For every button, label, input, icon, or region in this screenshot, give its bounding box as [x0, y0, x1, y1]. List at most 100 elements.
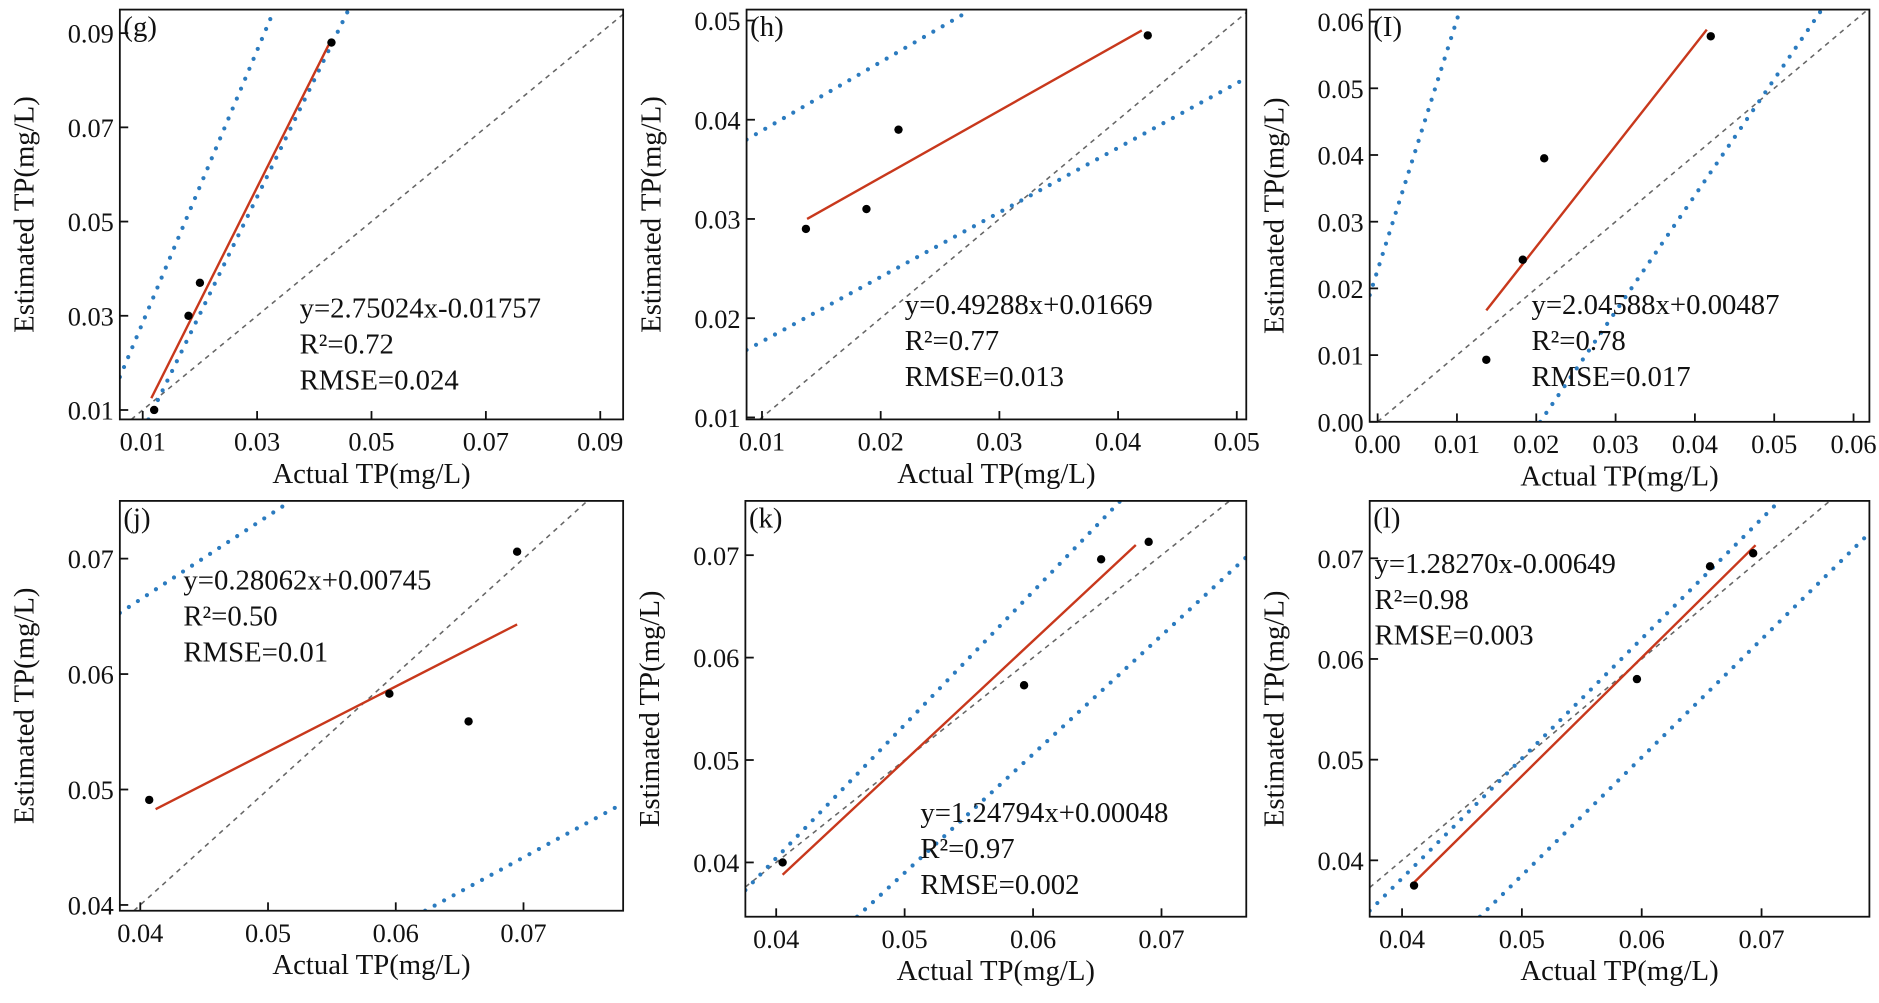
frame [745, 8, 1248, 421]
point [1019, 681, 1029, 690]
point [512, 547, 522, 556]
y-tick-label: 0.02 [694, 305, 740, 334]
point [145, 795, 154, 805]
y-tick-label: 0.04 [694, 106, 740, 135]
panel-label: (g) [123, 11, 157, 43]
point [327, 38, 336, 47]
panel: 0.01 0.03 0.05 0.07 0.09 0.01 0.03 0.05 0.07 0.09… [9, 8, 625, 490]
panel-label: (I) [1373, 11, 1402, 43]
x-tick-label: 0.07 [1138, 925, 1184, 954]
plot-area [746, 9, 1247, 420]
y-tick-label: 0.05 [68, 208, 114, 237]
x-tick-label: 0.05 [1751, 430, 1797, 459]
r-squared: R²=0.72 [300, 329, 394, 361]
point [801, 224, 811, 234]
point [1540, 154, 1549, 163]
reference-line [1369, 500, 1831, 889]
rmse: RMSE=0.017 [1531, 361, 1690, 393]
panel-label: (j) [123, 502, 150, 534]
bound-line [746, 75, 1247, 353]
x-tick-label: 0.02 [1513, 430, 1559, 459]
x-axis-label: Actual TP(mg/L) [1520, 955, 1718, 987]
x-tick-label: 0.01 [739, 428, 785, 457]
bound-line [119, 9, 277, 380]
reference-line [133, 500, 588, 911]
r-squared: R²=0.50 [183, 601, 277, 633]
equation: y=0.28062x+0.00745 [183, 565, 431, 597]
x-tick-label: 0.03 [234, 428, 280, 457]
panel: 0.04 0.05 0.06 0.07 0.04 0.05 0.06 0.07 (l) y=1.2… [1258, 500, 1871, 987]
y-axis-label: Estimated TP(mg/L) [1258, 590, 1290, 827]
bound-line [745, 500, 1123, 893]
rmse: RMSE=0.013 [905, 361, 1064, 393]
y-tick-label: 0.06 [693, 644, 739, 673]
bound-line [423, 801, 624, 911]
fit-line [806, 29, 1143, 221]
reference-line [1377, 9, 1869, 422]
r-squared: R²=0.98 [1374, 584, 1468, 616]
panel-label: (h) [750, 11, 784, 43]
y-tick-label: 0.04 [68, 892, 114, 921]
x-tick-label: 0.05 [1499, 925, 1545, 954]
reference-line [745, 500, 1231, 888]
plot-area [119, 500, 624, 911]
point [1632, 674, 1642, 684]
x-tick-label: 0.05 [245, 919, 291, 948]
point [1748, 549, 1758, 558]
equation: y=2.75024x-0.01757 [300, 293, 541, 325]
y-tick-label: 0.05 [693, 747, 739, 776]
y-tick-label: 0.00 [1318, 408, 1364, 437]
point [1096, 555, 1106, 564]
y-tick-label: 0.06 [1318, 646, 1364, 675]
y-tick-label: 0.06 [1318, 8, 1364, 37]
y-tick-label: 0.02 [1318, 275, 1364, 304]
x-tick-label: 0.05 [348, 428, 394, 457]
rmse: RMSE=0.01 [183, 636, 328, 668]
fit-line [155, 623, 518, 811]
y-axis-label: Estimated TP(mg/L) [635, 96, 667, 333]
y-axis-label: Estimated TP(mg/L) [1258, 97, 1290, 334]
point [1409, 881, 1419, 890]
fit-line [150, 44, 330, 399]
y-axis-label: Estimated TP(mg/L) [9, 587, 41, 824]
point [195, 278, 205, 287]
fit-line [1413, 544, 1757, 884]
plot-area [745, 500, 1247, 917]
equation: y=1.28270x-0.00649 [1374, 548, 1615, 580]
x-tick-label: 0.09 [577, 428, 623, 457]
y-tick-label: 0.05 [1318, 75, 1364, 104]
y-tick-label: 0.05 [694, 7, 740, 36]
x-tick-label: 0.01 [120, 428, 166, 457]
point [464, 717, 473, 726]
panel: 0.04 0.05 0.06 0.07 0.04 0.05 0.06 0.07 (j) y=0.2… [9, 500, 625, 981]
point [1705, 562, 1715, 571]
x-tick-label: 0.02 [858, 428, 904, 457]
point [1482, 355, 1491, 364]
x-tick-label: 0.07 [500, 919, 546, 948]
x-tick-label: 0.05 [1214, 428, 1260, 457]
panel: 0.00 0.01 0.02 0.03 0.04 0.05 0.06 0.00 0.01 0.02… [1258, 8, 1876, 492]
y-tick-label: 0.01 [694, 404, 740, 433]
point [149, 405, 159, 415]
point [1706, 32, 1715, 41]
bound-line [1369, 9, 1463, 298]
r-squared: R²=0.77 [905, 325, 999, 357]
x-tick-label: 0.03 [1593, 430, 1639, 459]
fit-line [781, 544, 1137, 876]
point [1143, 31, 1152, 40]
x-tick-label: 0.06 [1010, 925, 1056, 954]
y-tick-label: 0.07 [68, 545, 114, 574]
point [778, 858, 787, 867]
x-tick-label: 0.00 [1355, 430, 1401, 459]
y-tick-label: 0.03 [68, 302, 114, 331]
equation: y=0.49288x+0.01669 [905, 289, 1153, 321]
x-tick-label: 0.04 [1095, 428, 1141, 457]
x-tick-label: 0.03 [976, 428, 1022, 457]
x-axis-label: Actual TP(mg/L) [272, 949, 470, 981]
point [862, 204, 871, 214]
x-axis-label: Actual TP(mg/L) [897, 955, 1095, 987]
r-squared: R²=0.78 [1531, 325, 1625, 357]
x-axis-label: Actual TP(mg/L) [272, 458, 470, 490]
x-tick-label: 0.06 [373, 919, 419, 948]
